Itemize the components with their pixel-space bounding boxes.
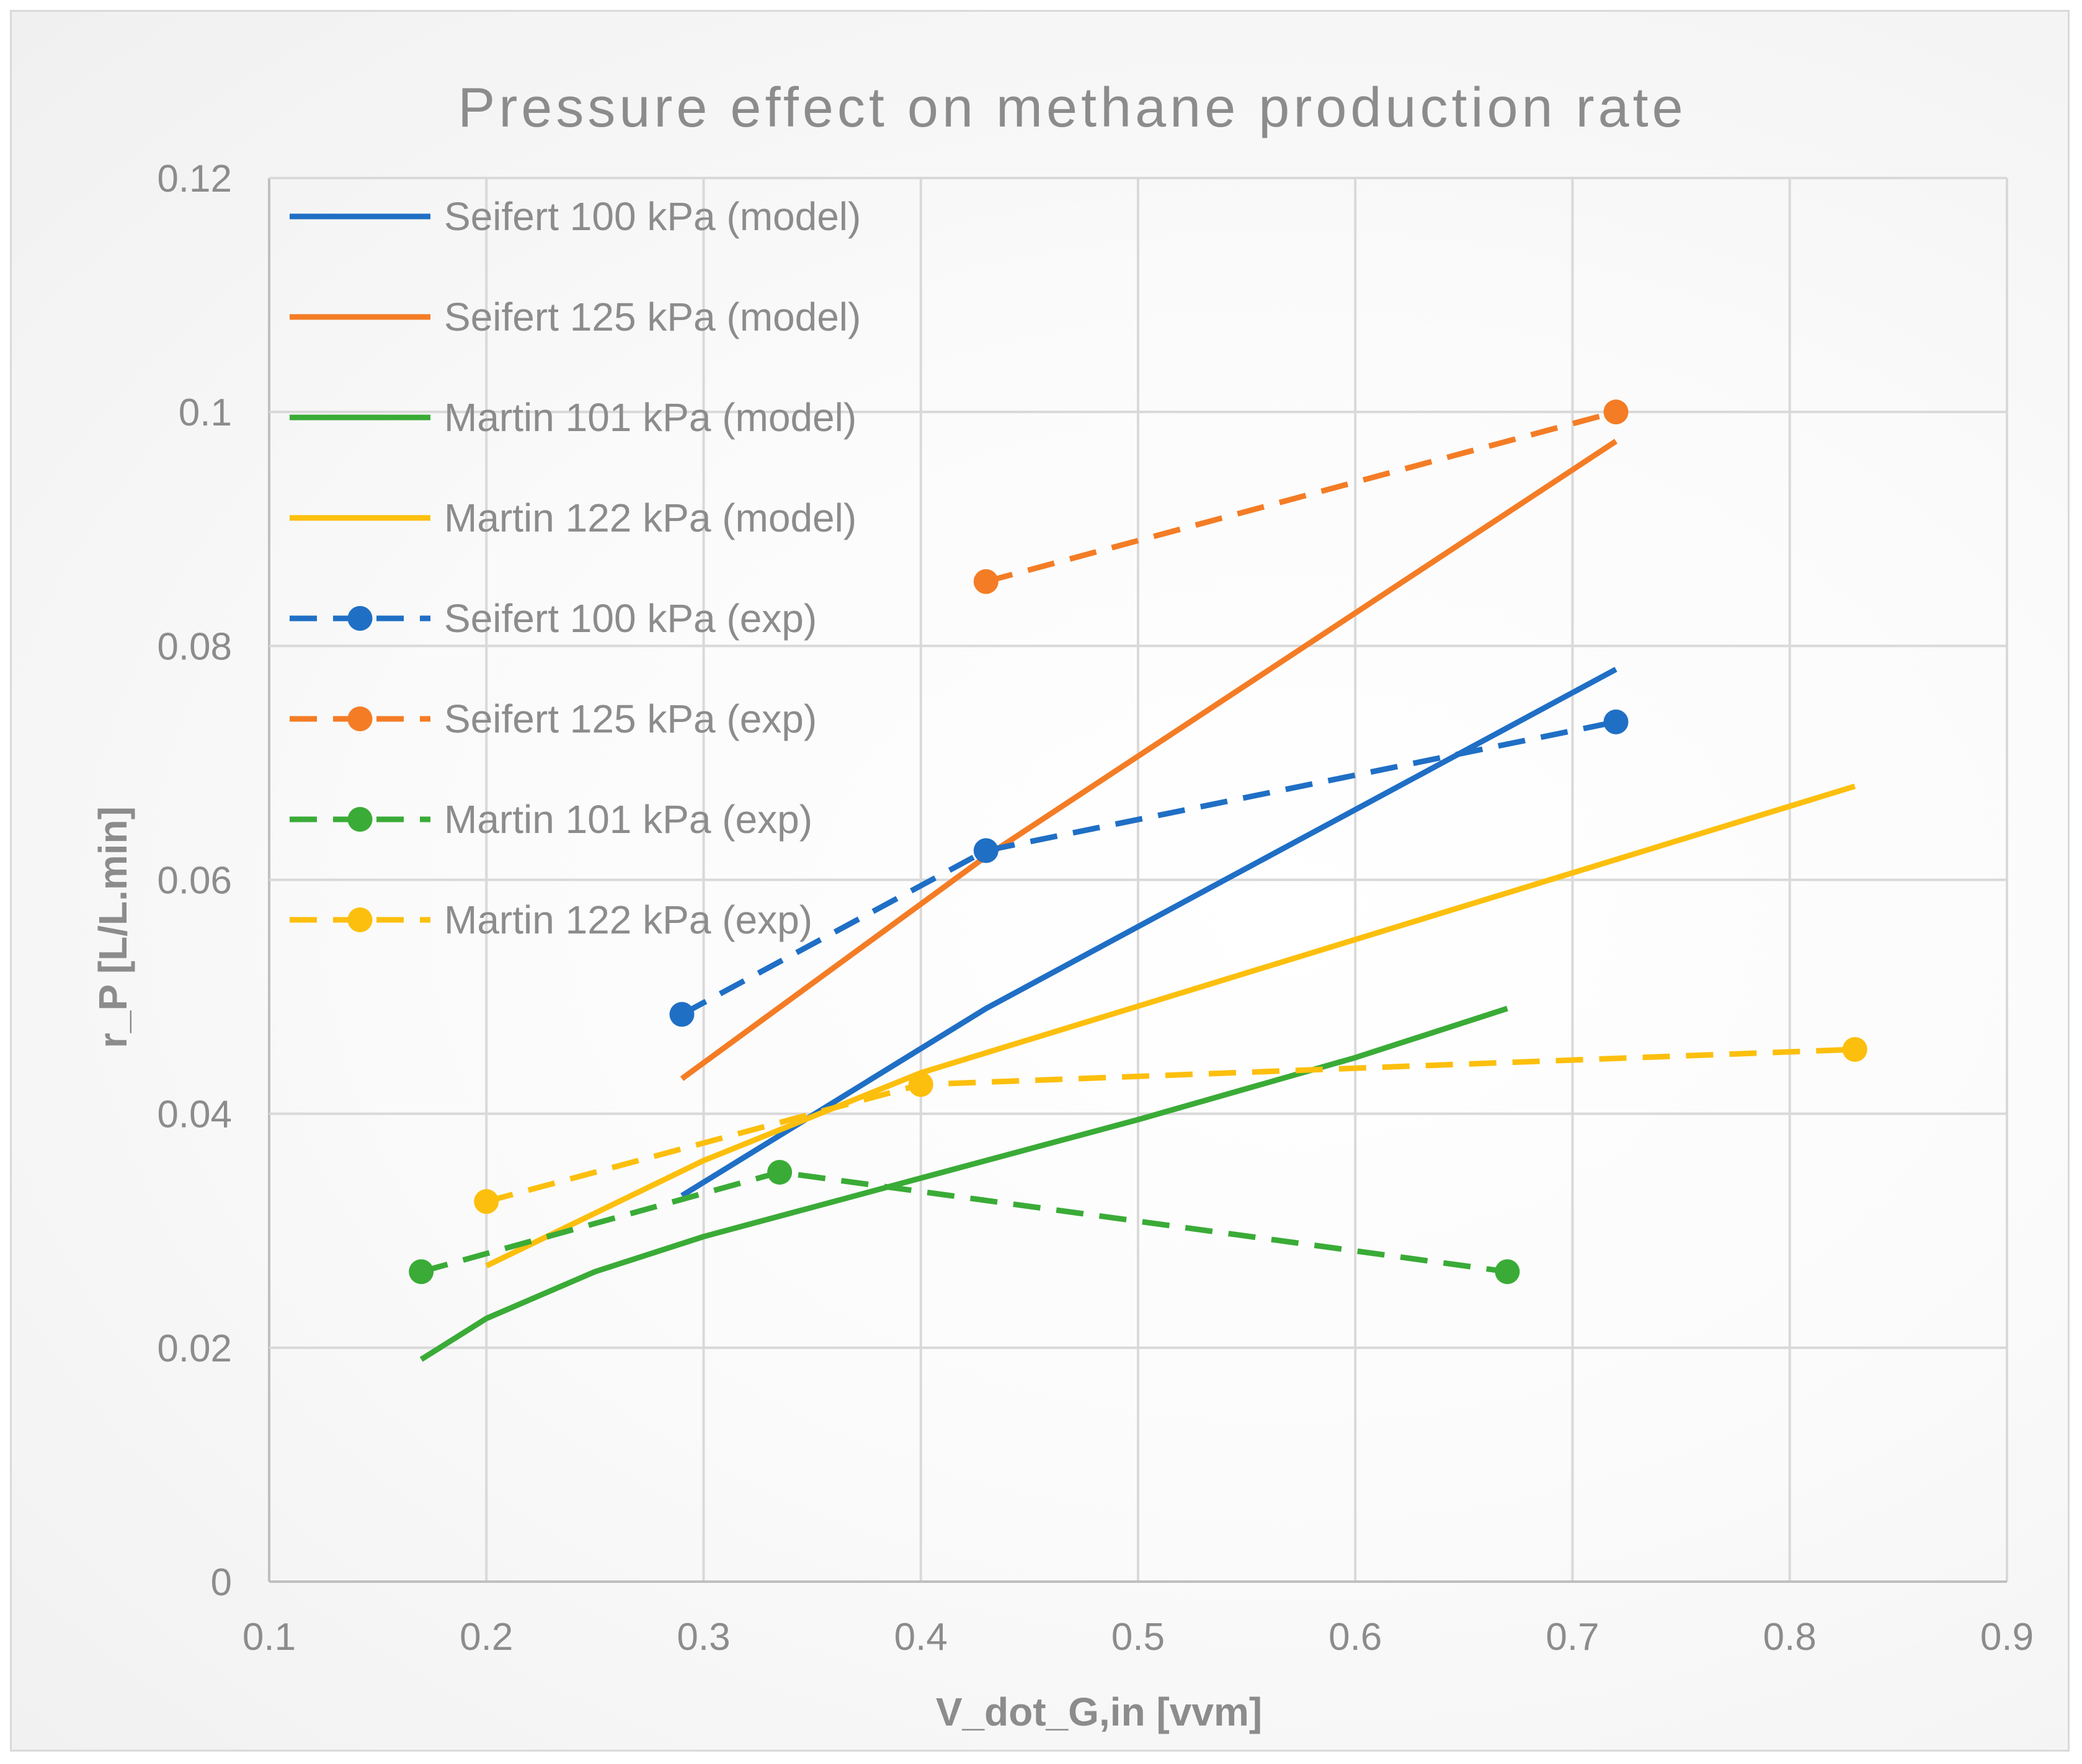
plot-series: [409, 399, 1867, 1362]
series-line-4: [680, 719, 1617, 1017]
series-line-0: [680, 667, 1617, 1198]
x-tick-label: 0.1: [242, 1616, 296, 1659]
legend: Seifert 100 kPa (model) Seifert 125 kPa (…: [290, 194, 861, 942]
legend-marker-4: [347, 606, 373, 631]
chart-frame: Pressure effect on methane production ra…: [10, 10, 2070, 1752]
data-point-4-2: [1603, 709, 1629, 734]
data-point-4-1: [973, 838, 999, 863]
data-point-5-0: [973, 569, 999, 594]
y-tick-label: 0.02: [157, 1327, 232, 1370]
legend-label-3: Martin 122 kPa (model): [444, 496, 856, 540]
data-point-5-1: [1603, 399, 1629, 425]
y-tick-label: 0.12: [157, 158, 232, 200]
legend-label-5: Seifert 125 kPa (exp): [444, 697, 817, 741]
series-line-3: [485, 783, 1856, 1268]
x-tick-label: 0.3: [677, 1616, 730, 1659]
chart-svg: Pressure effect on methane production ra…: [91, 77, 2034, 1734]
series-line-5: [985, 409, 1617, 584]
x-tick-label: 0.2: [460, 1616, 513, 1659]
data-point-4-0: [669, 1002, 695, 1027]
x-tick-label: 0.4: [894, 1616, 948, 1659]
y-tick-label: 0: [211, 1561, 232, 1604]
legend-label-4: Seifert 100 kPa (exp): [444, 596, 817, 641]
gridlines: [268, 177, 2008, 1583]
data-point-7-0: [474, 1189, 499, 1214]
legend-label-1: Seifert 125 kPa (model): [444, 295, 861, 339]
y-tick-label: 0.08: [157, 625, 232, 668]
data-point-7-1: [908, 1072, 933, 1097]
x-axis-title: V_dot_G,in [vvm]: [936, 1690, 1262, 1734]
legend-marker-6: [347, 807, 373, 832]
data-point-6-2: [1495, 1259, 1520, 1285]
data-point-6-0: [409, 1259, 434, 1285]
x-tick-label: 0.6: [1328, 1616, 1382, 1659]
tick-labels: 0.1 0.2 0.3 0.4 0.5 0.6 0.7 0.8 0.9 0 0.02 0.04 0.06…: [157, 158, 2034, 1659]
legend-label-7: Martin 122 kPa (exp): [444, 898, 812, 942]
x-tick-label: 0.9: [1980, 1616, 2034, 1659]
legend-marker-5: [347, 706, 373, 731]
data-point-7-2: [1842, 1036, 1867, 1062]
legend-label-0: Seifert 100 kPa (model): [444, 194, 861, 239]
series-line-2: [419, 1005, 1508, 1362]
legend-label-2: Martin 101 kPa (model): [444, 395, 856, 440]
x-tick-label: 0.7: [1546, 1616, 1599, 1659]
y-tick-label: 0.06: [157, 860, 232, 902]
legend-marker-7: [347, 907, 373, 932]
series-line-6: [420, 1169, 1508, 1275]
x-tick-label: 0.5: [1111, 1616, 1165, 1659]
y-axis-title: r_P [L/L.min]: [91, 806, 135, 1048]
legend-label-6: Martin 101 kPa (exp): [444, 797, 812, 842]
chart-title: Pressure effect on methane production ra…: [458, 77, 1686, 139]
y-tick-label: 0.1: [179, 391, 232, 434]
x-tick-label: 0.8: [1763, 1616, 1817, 1659]
data-point-6-1: [767, 1159, 793, 1185]
y-tick-label: 0.04: [157, 1094, 232, 1136]
